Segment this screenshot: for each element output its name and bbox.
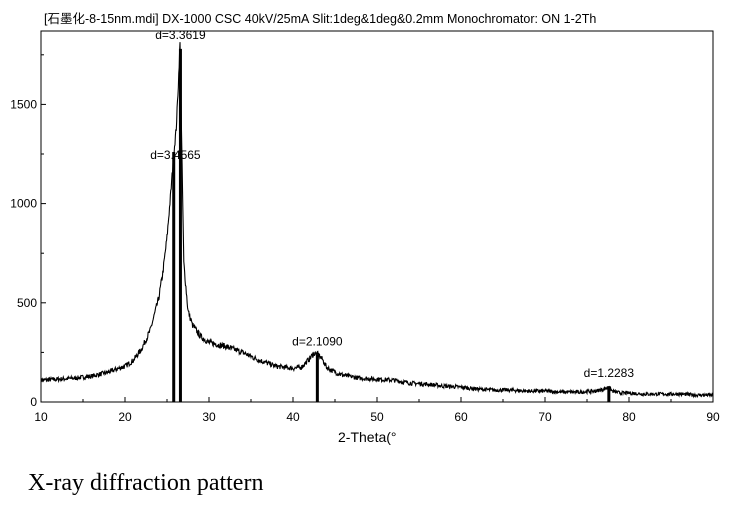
x-tick-label: 50 — [370, 410, 384, 424]
peak-annotation: d=3.3619 — [155, 28, 206, 42]
x-tick-label: 60 — [454, 410, 468, 424]
y-tick-label: 1000 — [10, 197, 37, 211]
x-tick-label: 90 — [706, 410, 720, 424]
axis-ticks — [40, 54, 714, 403]
y-tick-label: 0 — [30, 395, 37, 409]
figure-caption: X-ray diffraction pattern — [28, 470, 264, 496]
diffraction-series — [40, 42, 714, 399]
x-tick-label: 10 — [34, 410, 48, 424]
x-tick-label: 40 — [286, 410, 300, 424]
series-layer — [40, 42, 714, 399]
tick-labels: 10 20 30 40 50 60 70 80 90 0 500 1000 1500 — [10, 97, 720, 424]
x-tick-label: 20 — [118, 410, 132, 424]
x-tick-label: 30 — [202, 410, 216, 424]
xrd-chart: [石墨化-8-15nm.mdi] DX-1000 CSC 40kV/25mA S… — [10, 12, 720, 445]
plot-frame — [40, 30, 714, 403]
x-tick-label: 80 — [622, 410, 636, 424]
peak-annotation: d=1.2283 — [584, 366, 635, 380]
y-tick-label: 1500 — [10, 97, 37, 111]
y-tick-label: 500 — [17, 296, 37, 310]
peak-annotation: d=2.1090 — [292, 334, 343, 348]
annotations: d=3.3619 d=3.4565 d=2.1090 d=1.2283 — [150, 28, 634, 380]
x-tick-label: 70 — [538, 410, 552, 424]
x-axis-label: 2-Theta(° — [338, 429, 397, 445]
chart-header: [石墨化-8-15nm.mdi] DX-1000 CSC 40kV/25mA S… — [44, 12, 596, 26]
plot-border — [40, 30, 714, 403]
reference-peaks — [172, 48, 611, 402]
peak-annotation: d=3.4565 — [150, 148, 201, 162]
